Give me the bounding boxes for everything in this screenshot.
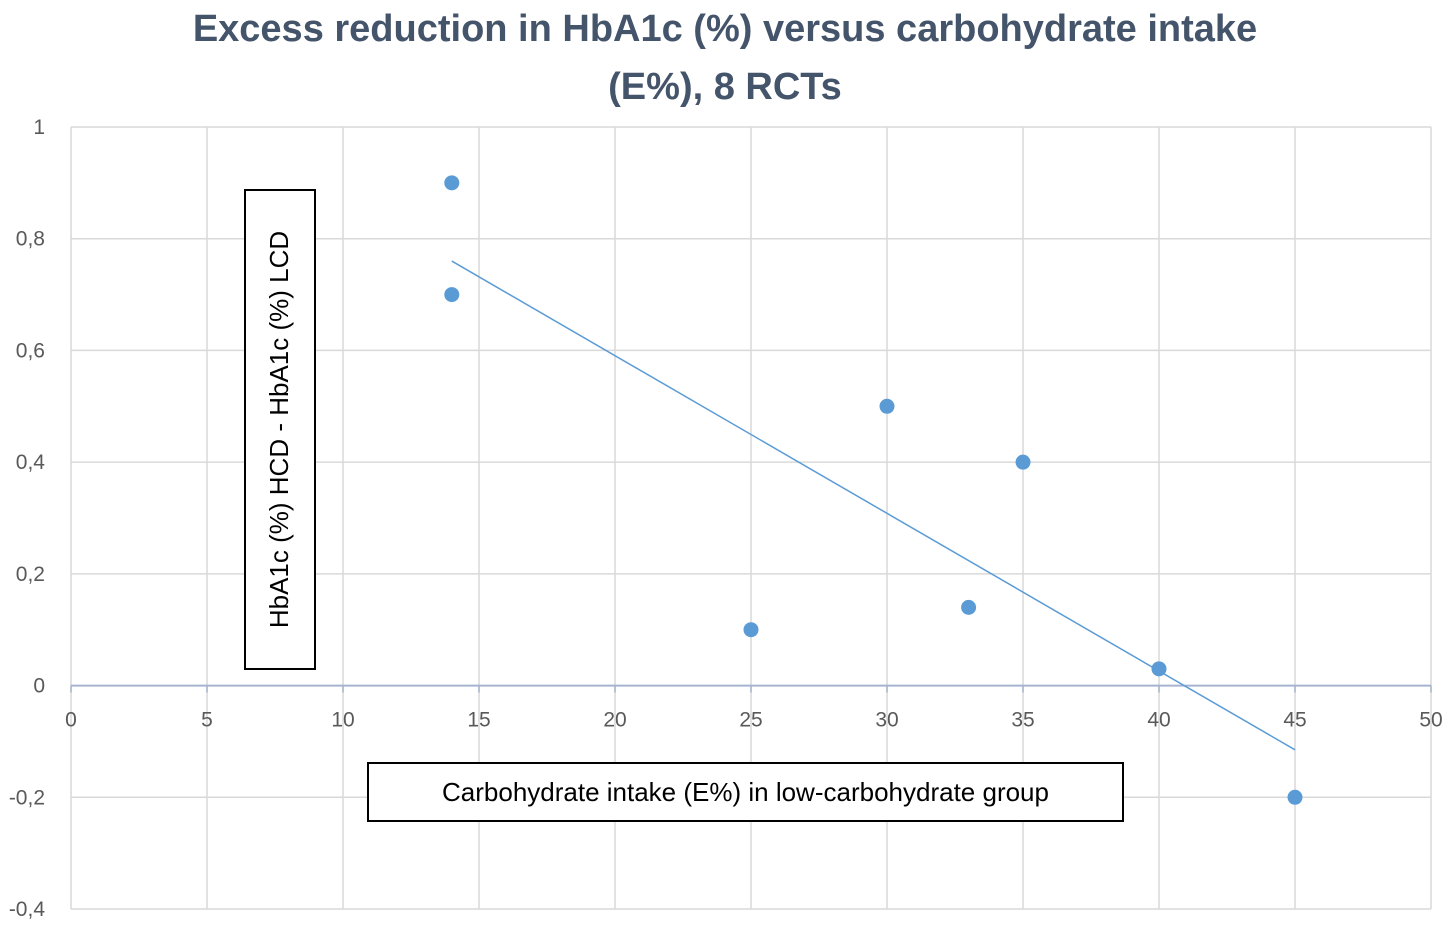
trendline [451,260,1296,751]
data-point [1015,454,1031,470]
y-tick-label: -0,4 [9,898,46,921]
x-tick-label: 25 [739,709,762,732]
y-axis-label: HbA1c (%) HCD - HbA1c (%) LCD [264,230,295,629]
data-point [961,599,977,615]
chart-title-line-2: (E%), 8 RCTs [608,66,842,108]
x-tick-label: 50 [1419,709,1442,732]
data-point [1151,661,1167,677]
x-tick-label: 0 [65,709,77,732]
axes [70,127,1432,909]
x-axis-label: Carbohydrate intake (E%) in low-carbohyd… [442,776,1049,807]
y-tick-label: 0,6 [16,339,45,362]
data-point [444,287,460,303]
y-tick-label: 1 [33,116,45,139]
y-tick-labels: 1 0,8 0,6 0,4 0,2 0 -0,2 -0,4 [9,116,46,921]
y-tick-label: 0,4 [16,451,46,474]
x-tick-label: 15 [467,709,490,732]
x-tick-label: 30 [875,709,898,732]
data-point [444,175,460,191]
y-axis-label-box: HbA1c (%) HCD - HbA1c (%) LCD [244,189,316,670]
y-tick-label: 0,2 [16,563,45,586]
trendline-line [451,260,1296,751]
y-tick-label: 0 [33,675,45,698]
x-axis-label-box: Carbohydrate intake (E%) in low-carbohyd… [367,762,1124,822]
x-tick-label: 45 [1283,709,1306,732]
gridlines [71,126,1432,910]
data-point [1287,789,1303,805]
x-tick-label: 40 [1147,709,1170,732]
x-tick-label: 5 [201,709,213,732]
data-point [743,622,759,638]
x-tick-label: 10 [331,709,354,732]
data-points [444,175,1303,805]
y-tick-label: 0,8 [16,228,45,251]
chart-title-line-1: Excess reduction in HbA1c (%) versus car… [192,8,1258,50]
chart-title: Excess reduction in HbA1c (%) versus car… [0,0,1450,116]
y-tick-label: -0,2 [9,786,45,809]
x-tick-label: 20 [603,709,626,732]
x-tick-label: 35 [1011,709,1034,732]
data-point [879,398,895,414]
x-tick-labels: 0 5 10 15 20 25 30 35 40 45 50 [65,709,1443,732]
